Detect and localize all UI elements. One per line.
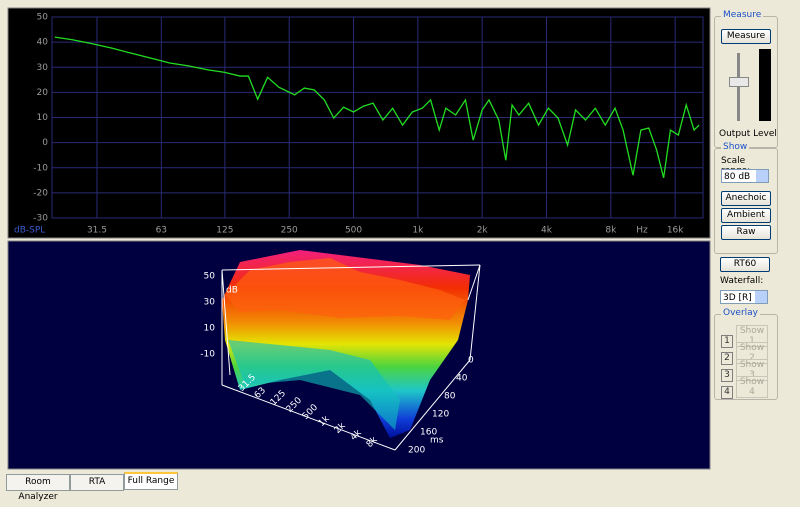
sidebar: Measure Measure Output Level Show Scale … [714, 8, 778, 400]
x-tick-label: 63 [156, 226, 167, 236]
time-tick-label: 200 [408, 446, 425, 456]
tab[interactable]: Full Range [124, 472, 178, 490]
level-meter [759, 49, 771, 121]
surface-top [225, 258, 465, 320]
overlay-key: 1 [721, 335, 733, 348]
scale-select[interactable]: 80 dB [721, 169, 769, 183]
overlay-item[interactable]: 4Show 4 [721, 376, 768, 399]
x-tick-label: 4k [541, 226, 553, 236]
x-tick-label: 250 [281, 226, 298, 236]
measure-group: Measure Measure Output Level [714, 10, 778, 148]
response-line [54, 36, 700, 178]
level-track [737, 53, 740, 121]
rt60-button[interactable]: RT60 [720, 257, 770, 272]
overlay-item[interactable]: 1Show 1 [721, 325, 768, 348]
anechoic-button[interactable]: Anechoic [721, 191, 771, 206]
axis-box [221, 269, 231, 376]
time-tick-label: 80 [444, 392, 456, 402]
z-tick-label: 50 [204, 272, 216, 282]
overlay-key: 3 [721, 369, 733, 382]
time-axis-label: ms [430, 436, 444, 446]
x-tick-label: 8k [605, 226, 617, 236]
tab[interactable]: Room Analyzer [6, 474, 70, 502]
axis-box [394, 359, 471, 451]
y-tick-label: 50 [37, 13, 49, 23]
waterfall-label: Waterfall: [720, 276, 764, 286]
x-tick-label: 31.5 [87, 226, 107, 236]
y-axis-label: dB-SPL [14, 226, 45, 236]
overlay-button[interactable]: Show 1 [736, 325, 768, 347]
time-tick-label: 40 [456, 374, 468, 384]
y-tick-label: 10 [37, 113, 49, 123]
level-slider[interactable] [729, 77, 749, 87]
y-tick-label: 30 [37, 63, 49, 73]
select-value: 80 dB [724, 172, 751, 182]
y-tick-label: -20 [33, 188, 48, 198]
y-tick-label: 20 [37, 88, 49, 98]
x-tick-label: 1k [412, 226, 424, 236]
overlay-key: 4 [721, 386, 733, 399]
overlay-button[interactable]: Show 4 [736, 376, 768, 398]
y-tick-label: -30 [33, 214, 48, 224]
axis-box [469, 264, 481, 361]
group-title: Show [721, 142, 750, 152]
axis-box [221, 264, 481, 271]
surface-front [228, 340, 400, 430]
axis-box [221, 384, 396, 451]
show-group: Show Scale range: 80 dB Anechoic Ambient… [714, 142, 778, 254]
time-tick-label: 160 [420, 428, 437, 438]
group-title: Overlay [721, 308, 760, 318]
y-tick-label: -10 [33, 163, 48, 173]
axis-box [467, 264, 481, 301]
x-tick-label: 16k [667, 226, 684, 236]
plot-frame [51, 16, 704, 219]
measure-button[interactable]: Measure [721, 29, 771, 44]
x-unit-label: Hz [636, 226, 648, 236]
y-tick-label: 40 [37, 38, 49, 48]
z-tick-label: -10 [200, 350, 215, 360]
z-tick-label: 10 [204, 324, 216, 334]
y-tick-label: 0 [42, 138, 48, 148]
overlay-item[interactable]: 2Show 2 [721, 342, 768, 365]
select-value: 3D [R] [723, 293, 752, 303]
tab[interactable]: RTA [70, 474, 124, 491]
z-tick-label: 30 [204, 298, 216, 308]
overlay-item[interactable]: 3Show 3 [721, 359, 768, 382]
ambient-button[interactable]: Ambient [721, 208, 771, 223]
meter-label: Output Level [719, 129, 777, 139]
overlay-button[interactable]: Show 2 [736, 342, 768, 364]
raw-button[interactable]: Raw [721, 225, 771, 240]
overlay-group: Overlay 1Show 1 2Show 2 3Show 3 4Show 4 [714, 308, 778, 400]
x-tick-label: 2k [477, 226, 489, 236]
x-tick-label: 125 [216, 226, 233, 236]
group-title: Measure [721, 10, 764, 20]
time-tick-label: 120 [432, 410, 449, 420]
time-tick-label: 0 [468, 356, 474, 366]
fr-panel [7, 7, 711, 239]
overlay-key: 2 [721, 352, 733, 365]
z-axis-label: dB [226, 286, 238, 296]
overlay-button[interactable]: Show 3 [736, 359, 768, 381]
waterfall-select[interactable]: 3D [R] [720, 290, 768, 304]
x-tick-label: 500 [345, 226, 362, 236]
